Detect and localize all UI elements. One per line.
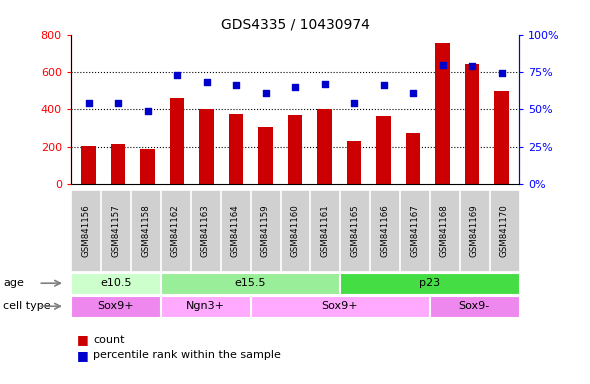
Bar	[258, 127, 273, 184]
Text: GSM841169: GSM841169	[470, 204, 479, 257]
Text: GSM841158: GSM841158	[141, 204, 150, 257]
Text: GSM841163: GSM841163	[201, 204, 210, 257]
Text: Ngn3+: Ngn3+	[186, 301, 225, 311]
Text: GSM841165: GSM841165	[350, 204, 359, 257]
Text: GSM841166: GSM841166	[380, 204, 389, 257]
Text: Sox9+: Sox9+	[97, 301, 134, 311]
Bar	[406, 133, 420, 184]
Text: GSM841156: GSM841156	[81, 204, 90, 257]
Text: percentile rank within the sample: percentile rank within the sample	[93, 350, 281, 360]
Bar	[494, 91, 509, 184]
Text: GSM841160: GSM841160	[290, 204, 300, 257]
Point	[349, 100, 359, 106]
Point	[467, 63, 477, 69]
Text: GSM841157: GSM841157	[111, 204, 120, 257]
Text: GSM841168: GSM841168	[440, 204, 449, 257]
Text: p23: p23	[419, 278, 440, 288]
Text: Sox9-: Sox9-	[459, 301, 490, 311]
Text: ■: ■	[77, 333, 88, 346]
Point	[408, 90, 418, 96]
Text: GSM841170: GSM841170	[500, 204, 509, 257]
Point	[231, 83, 241, 89]
Bar	[199, 109, 214, 184]
Text: GDS4335 / 10430974: GDS4335 / 10430974	[221, 17, 369, 31]
Point	[320, 81, 329, 87]
Bar	[229, 114, 243, 184]
Text: GSM841161: GSM841161	[320, 204, 329, 257]
Point	[202, 79, 211, 86]
Point	[497, 70, 506, 76]
Text: Sox9+: Sox9+	[322, 301, 358, 311]
Bar	[81, 146, 96, 184]
Bar	[376, 116, 391, 184]
Point	[290, 84, 300, 90]
Text: GSM841167: GSM841167	[410, 204, 419, 257]
Bar	[170, 98, 184, 184]
Text: cell type: cell type	[3, 301, 51, 311]
Text: GSM841164: GSM841164	[231, 204, 240, 257]
Text: GSM841159: GSM841159	[261, 204, 270, 257]
Text: count: count	[93, 335, 124, 345]
Point	[261, 90, 270, 96]
Point	[113, 100, 123, 106]
Text: GSM841162: GSM841162	[171, 204, 180, 257]
Bar	[288, 115, 302, 184]
Bar	[111, 144, 125, 184]
Text: e15.5: e15.5	[234, 278, 266, 288]
Text: age: age	[3, 278, 24, 288]
Point	[379, 83, 388, 89]
Text: ■: ■	[77, 349, 88, 362]
Bar	[347, 141, 361, 184]
Point	[84, 100, 93, 106]
Bar	[435, 43, 450, 184]
Point	[438, 61, 447, 68]
Point	[172, 72, 182, 78]
Point	[143, 108, 152, 114]
Bar	[317, 109, 332, 184]
Bar	[140, 149, 155, 184]
Bar	[465, 64, 479, 184]
Text: e10.5: e10.5	[100, 278, 132, 288]
